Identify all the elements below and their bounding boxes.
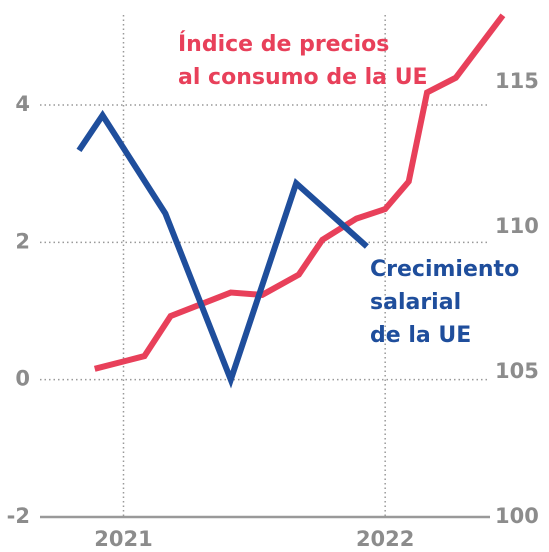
annotation: al consumo de la UE [178, 65, 428, 90]
annotation: salarial [370, 290, 461, 315]
y2-tick-label: 115 [495, 69, 539, 93]
x-tick-label: 2021 [94, 527, 152, 551]
line [93, 13, 506, 372]
y-tick-label: 4 [15, 92, 30, 116]
y2-tick-label: 110 [495, 214, 539, 238]
line [76, 109, 369, 389]
annotation: de la UE [370, 323, 471, 348]
x-tick-label: 2022 [356, 527, 414, 551]
y-tick-label: 0 [15, 367, 30, 391]
y2-tick-label: 100 [495, 504, 539, 528]
y-tick-label: -2 [7, 504, 30, 528]
annotation: Índice de precios [178, 31, 389, 57]
annotation: Crecimiento [370, 257, 519, 282]
y2-tick-label: 105 [495, 359, 539, 383]
y-tick-label: 2 [15, 229, 30, 253]
